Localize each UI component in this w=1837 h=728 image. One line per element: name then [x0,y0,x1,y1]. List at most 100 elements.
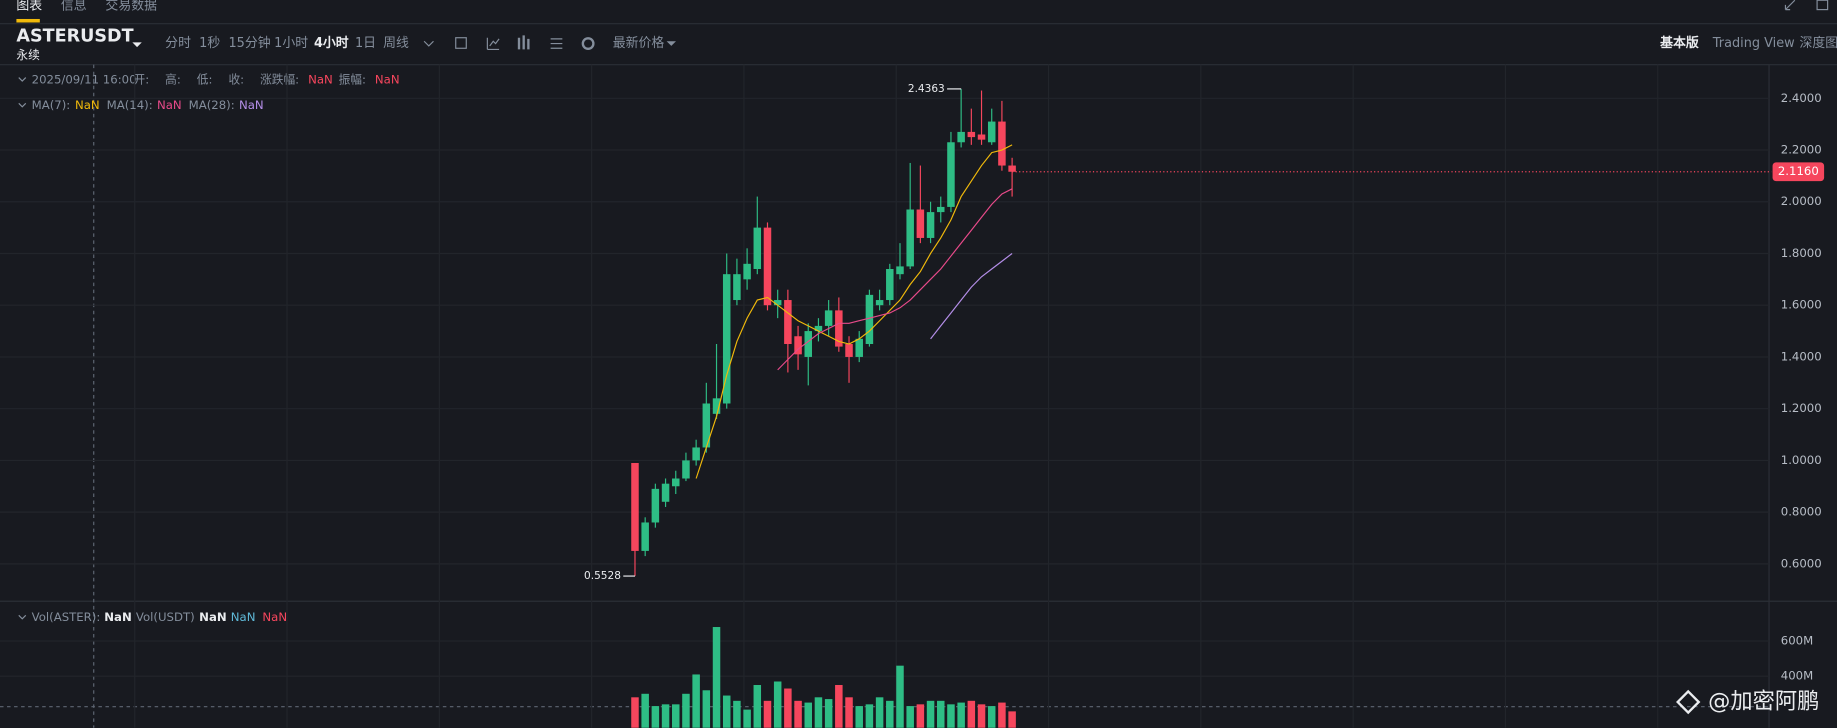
y-tick-label: 0.6000 [1781,556,1822,570]
volume-bar [987,706,996,728]
layout-icon[interactable] [550,38,563,49]
candle-body [743,263,751,280]
volume-bar [896,665,904,728]
volume-bar [865,704,874,728]
info-value: NaN [308,72,333,86]
info-label: 涨跌幅: [260,72,299,86]
candle-body [845,344,853,357]
view-option[interactable]: 深度图 [1800,35,1837,51]
interval[interactable]: 1小时 [274,36,308,51]
price-type[interactable]: 最新价格 [613,35,665,51]
volume-bar [763,700,772,728]
interval-active[interactable]: 4小时 [314,35,349,51]
volume-bar [926,700,935,728]
active-tab-underline [16,18,40,23]
candle-body [702,403,711,448]
symbol[interactable]: ASTERUSDT [16,27,133,47]
vol-value: NaN [104,610,132,624]
ma-legend-label: MA(14): [107,98,153,112]
volume-bar [692,674,700,728]
watermark: @加密阿鹏 [1708,688,1819,714]
header: 图表 信息 交易数据 ASTERUSDT 永续 分时 1秒 15分钟 1小时 4… [16,0,1837,714]
ma-collapse[interactable] [18,102,27,108]
ma-line [695,144,1013,479]
candle-body [987,121,996,143]
tab[interactable]: 信息 [61,0,87,14]
candle-body [651,488,660,523]
candle-body [916,209,925,238]
interval[interactable]: 1秒 [199,36,220,51]
vol-tick-label: 600M [1781,634,1813,648]
view-option[interactable]: Trading View [1712,36,1795,51]
volume-bar [845,697,853,728]
volume-bar [937,700,945,728]
interval-dropdown[interactable] [423,40,434,47]
candle-body [682,460,690,479]
volume-bar [835,685,843,728]
tab[interactable]: 交易数据 [105,0,157,14]
ma-legend-value: NaN [157,98,182,112]
fullscreen-icon[interactable] [1784,0,1796,11]
candle-body [1008,165,1016,172]
tab[interactable]: 图表 [16,0,42,14]
candle-body [977,134,986,140]
volume-bar [651,706,660,728]
y-tick-label: 2.0000 [1781,194,1822,208]
volume-bar [875,697,884,728]
interval[interactable]: 1日 [355,36,376,51]
vol-collapse[interactable] [18,614,27,620]
candle-body [763,227,772,306]
price-type-dropdown[interactable] [666,41,676,46]
y-tick-label: 1.4000 [1781,349,1822,363]
candle-body [641,522,649,551]
y-tick-label: 1.8000 [1781,246,1822,260]
info-collapse[interactable] [18,77,27,82]
calendar-icon[interactable] [455,37,467,49]
settings-icon[interactable] [581,37,595,51]
info-label: 低: [197,72,213,86]
volume-bar [957,702,965,728]
last-price-tag [1772,162,1825,182]
volume-bar [702,690,711,728]
info-label: 收: [228,72,244,86]
candle-body [875,300,884,306]
volume-bar [967,700,976,728]
candle-body [784,300,792,345]
vol-label: Vol(USDT) [136,610,195,624]
interval[interactable]: 周线 [383,36,409,51]
interval[interactable]: 15分钟 [228,35,270,51]
volume-bar [682,693,690,728]
volume-bar [886,700,894,728]
vol-value: NaN [231,610,256,624]
interval[interactable]: 分时 [165,36,191,51]
candle-type-icon[interactable] [517,35,530,50]
window-icon[interactable] [1816,0,1829,11]
volume-bar [1008,711,1016,728]
volume-bar [722,695,731,728]
volume-bar [784,688,792,728]
candle-body [906,209,914,267]
candle-body [947,142,955,207]
volume-bar [672,704,680,728]
candle-body [814,325,823,332]
indicator-icon[interactable] [486,37,500,51]
view-option[interactable]: 基本版 [1659,35,1699,51]
volume-bar [712,627,721,728]
volume-bar [794,700,802,728]
y-tick-label: 1.6000 [1781,298,1822,312]
volume-bar [814,697,823,728]
ma-line [777,188,1013,371]
vol-tick-label: 400M [1781,669,1813,683]
volume-bar [998,702,1006,728]
low-label: 0.5528 [584,570,621,582]
high-label: 2.4363 [908,83,945,95]
symbol-dropdown[interactable] [132,42,142,48]
ma-legend-value: NaN [75,98,100,112]
candle-body [865,294,874,345]
candle-body [896,266,904,275]
candle-body [712,398,721,414]
vol-value: NaN [262,610,287,624]
